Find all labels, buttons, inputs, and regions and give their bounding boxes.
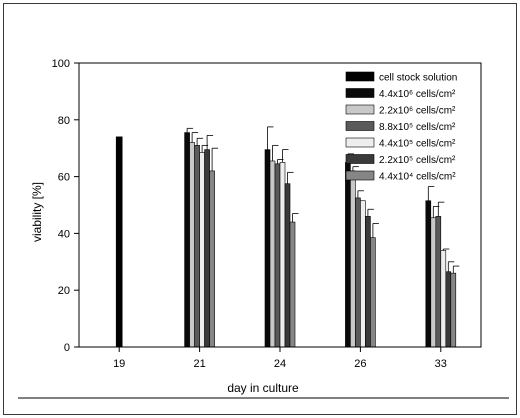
legend-swatch bbox=[345, 121, 375, 131]
legend-label: 4.4x10⁴ cells/cm² bbox=[379, 172, 456, 183]
bar bbox=[350, 170, 356, 348]
legend-label: 2.2x10⁶ cells/cm² bbox=[379, 106, 456, 117]
bar bbox=[194, 145, 200, 348]
y-tick-label: 60 bbox=[58, 172, 70, 184]
bar bbox=[209, 170, 215, 348]
x-tick-label: 21 bbox=[193, 358, 205, 370]
bar-chart: 0 20 40 60 80 100 19 21 24 26 33 cell stock soluti… bbox=[18, 58, 509, 399]
x-tick-label: 33 bbox=[435, 358, 447, 370]
y-tick-label: 20 bbox=[58, 285, 70, 297]
bar bbox=[360, 200, 366, 348]
chart-panel: 0 20 40 60 80 100 19 21 24 26 33 cell stock soluti… bbox=[6, 5, 514, 413]
bar bbox=[365, 216, 371, 348]
legend-swatch bbox=[345, 170, 375, 181]
legend-swatch bbox=[345, 104, 375, 115]
y-tick-label: 80 bbox=[58, 115, 70, 127]
bar bbox=[264, 149, 271, 348]
x-tick-label: 26 bbox=[354, 358, 366, 370]
legend-label: 4.4x10⁵ cells/cm² bbox=[379, 139, 456, 150]
y-tick-label: 100 bbox=[52, 58, 70, 70]
legend-label: 8.8x10⁵ cells/cm² bbox=[379, 122, 456, 133]
legend-label: 4.4x10⁶ cells/cm² bbox=[379, 89, 456, 100]
bar bbox=[440, 250, 447, 348]
x-axis-label: day in culture bbox=[227, 381, 299, 395]
legend-label: 2.2x10⁵ cells/cm² bbox=[379, 155, 456, 166]
bar bbox=[435, 216, 442, 348]
bar bbox=[345, 162, 351, 348]
x-tick-label: 24 bbox=[274, 358, 286, 370]
legend-swatch bbox=[345, 71, 375, 82]
legend-swatch bbox=[345, 88, 375, 98]
y-tick-label: 0 bbox=[64, 342, 70, 354]
bar bbox=[450, 272, 457, 348]
bar bbox=[289, 221, 296, 348]
bar bbox=[370, 237, 376, 348]
legend: cell stock solution 4.4x10⁶ cells/cm² 2.2x… bbox=[345, 71, 457, 183]
bar bbox=[355, 197, 361, 348]
bar bbox=[279, 162, 286, 348]
bar bbox=[269, 160, 276, 348]
bar bbox=[425, 200, 432, 348]
legend-label: cell stock solution bbox=[379, 73, 457, 84]
axes: 0 20 40 60 80 100 19 21 24 26 33 bbox=[52, 58, 482, 370]
y-tick-label: 40 bbox=[58, 228, 70, 240]
y-axis-label: viability [%] bbox=[30, 182, 44, 242]
legend-swatch bbox=[345, 154, 375, 164]
x-tick-label: 19 bbox=[113, 358, 125, 370]
bar bbox=[430, 217, 437, 348]
plot-area bbox=[115, 126, 460, 348]
bar bbox=[284, 183, 291, 348]
bar bbox=[445, 271, 452, 348]
bar bbox=[204, 149, 210, 348]
bar bbox=[184, 132, 190, 348]
legend-swatch bbox=[345, 137, 375, 148]
bar bbox=[274, 163, 281, 348]
bar bbox=[115, 136, 123, 348]
bar bbox=[199, 152, 205, 348]
bar bbox=[189, 142, 195, 348]
